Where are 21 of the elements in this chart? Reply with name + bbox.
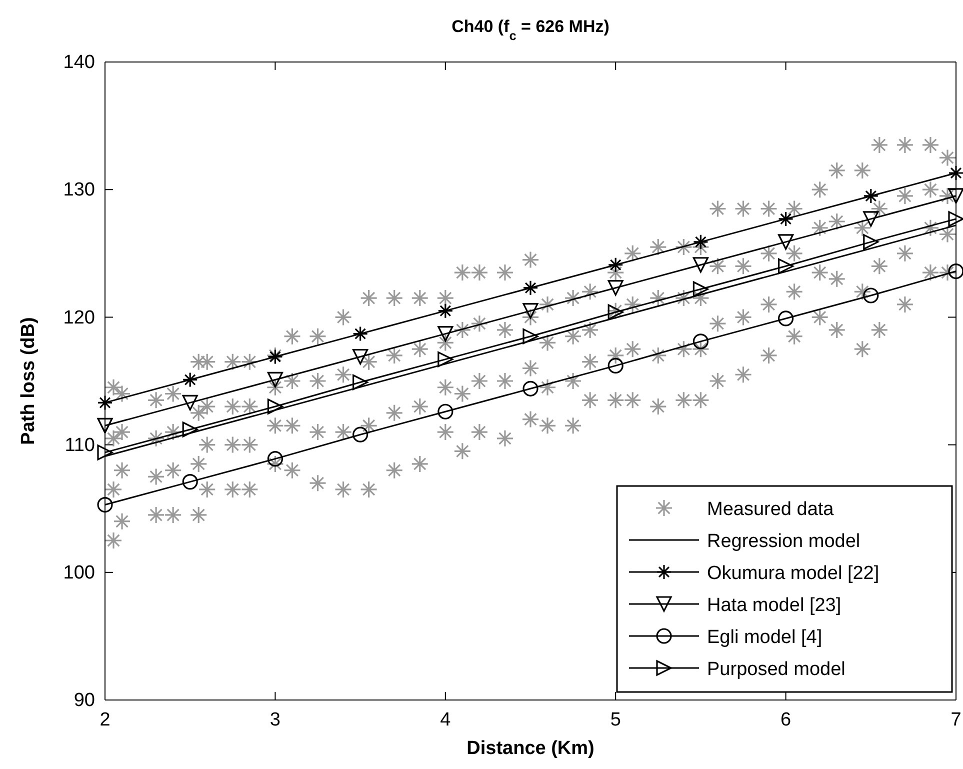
y-tick-label: 120 <box>63 307 95 328</box>
legend-label: Hata model [23] <box>707 595 842 616</box>
legend-label: Measured data <box>707 499 834 520</box>
chart-title: Ch40 (f$_{c}$ = 626 MHz) <box>452 17 610 42</box>
x-tick-label: 5 <box>610 709 621 730</box>
legend-label: Purposed model <box>707 659 846 680</box>
x-tick-label: 6 <box>780 709 792 730</box>
legend-label: Okumura model [22] <box>707 563 880 584</box>
y-tick-label: 140 <box>63 52 95 74</box>
x-axis-title: Distance (Km) <box>466 738 594 759</box>
x-tick-label: 2 <box>100 709 110 730</box>
x-tick-label: 4 <box>440 709 452 730</box>
legend-label: Regression model <box>707 531 860 552</box>
legend-label: Egli model [4] <box>707 627 822 648</box>
y-axis-title: Path loss (dB) <box>18 317 39 445</box>
x-tick-label: 3 <box>270 709 280 730</box>
y-tick-label: 110 <box>64 434 95 456</box>
x-tick-label: 7 <box>950 709 962 730</box>
y-tick-label: 100 <box>63 562 95 584</box>
y-tick-label: 90 <box>74 690 95 712</box>
y-tick-label: 130 <box>63 180 95 201</box>
